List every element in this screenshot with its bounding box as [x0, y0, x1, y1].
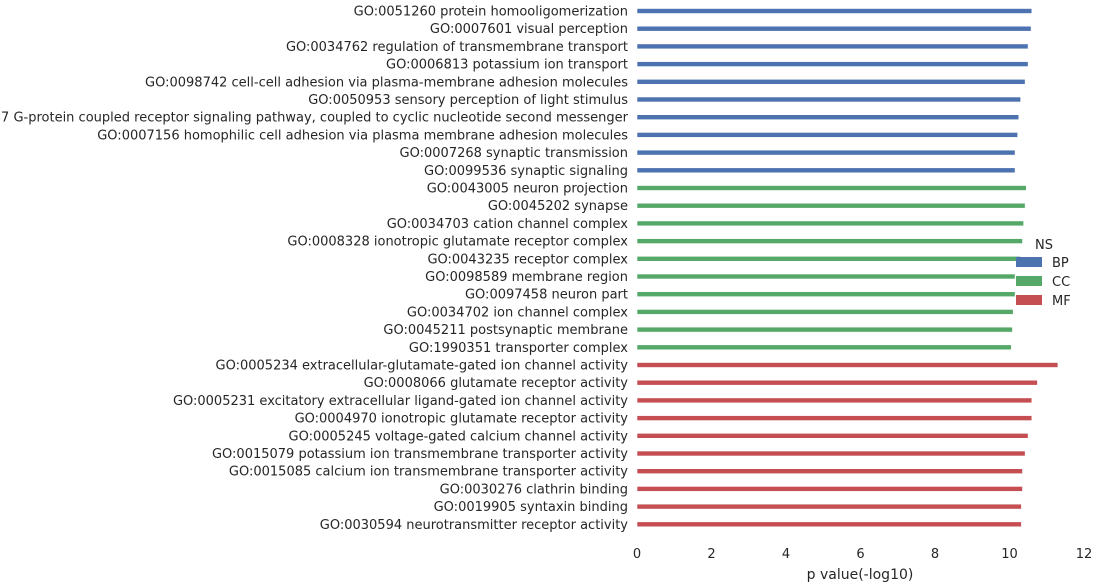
category-label: GO:0030594 neurotransmitter receptor act… — [320, 518, 629, 533]
bar-mf — [636, 362, 1059, 368]
category-label: GO:0097458 neuron part — [465, 288, 628, 303]
bar-cc — [636, 291, 1016, 298]
bar-mf — [636, 379, 1038, 386]
category-label: GO:0015085 calcium ion transmembrane tra… — [229, 465, 628, 480]
bar-cc — [636, 344, 1012, 351]
x-tick-label: 0 — [633, 547, 641, 562]
category-label: GO:0007601 visual perception — [430, 22, 628, 37]
category-labels: GO:0051260 protein homooligomerization GO… — [0, 5, 629, 533]
category-label: GO:0034703 cation channel complex — [387, 217, 629, 232]
x-tick-label: 2 — [707, 547, 715, 562]
category-label: GO:0008328 ionotropic glutamate receptor… — [287, 235, 628, 250]
x-tick-label: 8 — [931, 547, 939, 562]
category-label: GO:0005245 voltage-gated calcium channel… — [289, 429, 629, 444]
category-label: GO:0015079 potassium ion transmembrane t… — [212, 447, 628, 462]
category-label: GO:0005234 extracellular-glutamate-gated… — [216, 359, 629, 374]
bar-cc — [636, 309, 1014, 315]
category-label: GO:0098589 membrane region — [425, 270, 628, 285]
bar-bp — [636, 61, 1029, 67]
bar-cc — [636, 220, 1024, 227]
bar-cc — [636, 326, 1013, 333]
legend-swatch-cc — [1016, 276, 1042, 286]
category-label: GO:0007268 synaptic transmission — [400, 146, 628, 161]
category-label: GO:0098742 cell-cell adhesion via plasma… — [145, 75, 628, 90]
category-label: GO:0005231 excitatory extracellular liga… — [173, 394, 628, 409]
legend-items: BP CC MF — [1016, 256, 1071, 309]
category-label: GO:0019905 syntaxin binding — [434, 500, 628, 515]
bar-cc — [636, 202, 1026, 209]
category-label: GO:0008066 glutamate receptor activity — [364, 376, 629, 391]
category-label: GO:1990351 transporter complex — [409, 341, 628, 356]
category-label: GO:0043235 receptor complex — [427, 252, 628, 267]
legend-title: NS — [1035, 238, 1053, 253]
bar-bp — [636, 149, 1016, 156]
bar-bp — [636, 25, 1032, 32]
category-label: GO:0030276 clathrin binding — [440, 482, 628, 497]
bar-cc — [636, 185, 1027, 191]
bar-bp — [636, 114, 1020, 120]
bars-layer — [636, 8, 1059, 528]
x-tick-label: 12 — [1076, 547, 1093, 562]
category-label: GO:0043005 neuron projection — [427, 182, 628, 197]
legend-label-mf: MF — [1052, 294, 1071, 309]
category-label: GO:0004970 ionotropic glutamate receptor… — [295, 412, 629, 427]
bar-mf — [636, 415, 1033, 421]
legend-label-cc: CC — [1052, 275, 1070, 290]
category-label: GO:0034702 ion channel complex — [407, 305, 628, 320]
x-tick-label: 10 — [1001, 547, 1018, 562]
bar-mf — [636, 503, 1022, 510]
category-label: GO:0007187 G-protein coupled receptor si… — [0, 111, 629, 126]
x-axis-title: p value(-log10) — [807, 567, 914, 583]
x-axis-ticks: 0 2 4 6 8 10 12 — [633, 547, 1092, 562]
legend-label-bp: BP — [1052, 256, 1069, 271]
bar-mf — [636, 468, 1023, 475]
category-label: GO:0045211 postsynaptic membrane — [383, 323, 628, 338]
category-label: GO:0034762 regulation of transmembrane t… — [286, 40, 628, 55]
bar-bp — [636, 132, 1018, 138]
category-label: GO:0099536 synaptic signaling — [424, 164, 628, 179]
legend-swatch-mf — [1016, 295, 1042, 305]
x-tick-label: 6 — [856, 547, 864, 562]
bar-bp — [636, 8, 1033, 14]
bar-bp — [636, 167, 1016, 174]
bar-cc — [636, 238, 1023, 244]
category-label: GO:0045202 synapse — [488, 199, 628, 214]
category-label: GO:0050953 sensory perception of light s… — [308, 93, 628, 108]
bar-bp — [636, 43, 1029, 50]
legend: NS BP CC MF — [1016, 238, 1071, 309]
bar-mf — [636, 397, 1033, 404]
x-tick-label: 4 — [782, 547, 790, 562]
bar-mf — [636, 521, 1022, 528]
bar-mf — [636, 486, 1023, 492]
category-label: GO:0051260 protein homooligomerization — [354, 5, 628, 20]
bar-bp — [636, 79, 1026, 85]
category-label: GO:0007156 homophilic cell adhesion via … — [97, 128, 628, 143]
bar-mf — [636, 432, 1029, 439]
bar-bp — [636, 96, 1021, 103]
bar-cc — [636, 255, 1021, 262]
bar-mf — [636, 450, 1026, 457]
bar-cc — [636, 273, 1016, 280]
legend-swatch-bp — [1016, 257, 1042, 267]
category-label: GO:0006813 potassium ion transport — [386, 58, 628, 73]
